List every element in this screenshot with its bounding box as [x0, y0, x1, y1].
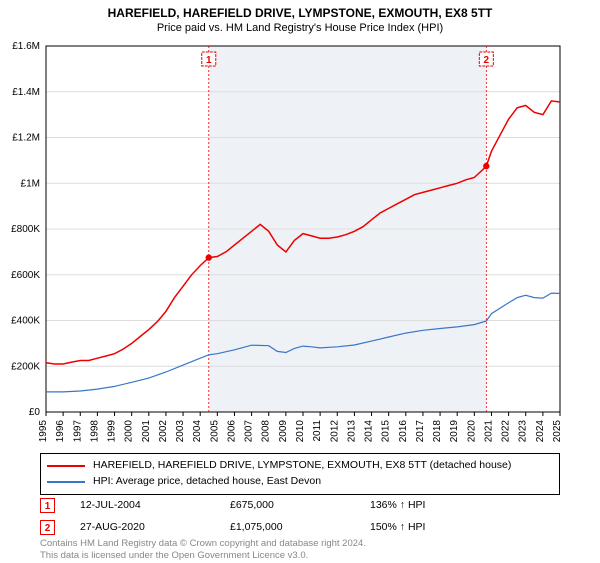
- svg-text:2019: 2019: [449, 420, 460, 443]
- legend-label: HAREFIELD, HAREFIELD DRIVE, LYMPSTONE, E…: [93, 458, 511, 474]
- legend-row: HAREFIELD, HAREFIELD DRIVE, LYMPSTONE, E…: [47, 458, 553, 474]
- svg-text:2004: 2004: [192, 420, 203, 443]
- svg-text:£600K: £600K: [11, 270, 40, 281]
- svg-text:2012: 2012: [329, 420, 340, 443]
- svg-text:2015: 2015: [381, 420, 392, 443]
- sale-hpi: 150% ↑ HPI: [370, 521, 510, 533]
- svg-text:2024: 2024: [535, 420, 546, 443]
- legend: HAREFIELD, HAREFIELD DRIVE, LYMPSTONE, E…: [40, 453, 560, 495]
- sale-marker-badge: 2: [40, 520, 55, 535]
- svg-text:£1.6M: £1.6M: [12, 41, 40, 52]
- svg-text:2006: 2006: [226, 420, 237, 443]
- svg-text:2016: 2016: [398, 420, 409, 443]
- footnote: Contains HM Land Registry data © Crown c…: [40, 538, 560, 563]
- footnote-line1: Contains HM Land Registry data © Crown c…: [40, 538, 560, 550]
- legend-swatch: [47, 465, 85, 467]
- sales-table: 1 12-JUL-2004£675,000136% ↑ HPI 2 27-AUG-20…: [40, 494, 560, 538]
- svg-text:2013: 2013: [346, 420, 357, 443]
- svg-text:1: 1: [206, 55, 212, 66]
- svg-text:2009: 2009: [278, 420, 289, 443]
- svg-text:2018: 2018: [432, 420, 443, 443]
- legend-swatch: [47, 481, 85, 483]
- svg-text:2017: 2017: [415, 420, 426, 443]
- sale-date: 27-AUG-2020: [80, 521, 230, 533]
- svg-text:2000: 2000: [124, 420, 135, 443]
- svg-text:2014: 2014: [364, 420, 375, 443]
- legend-label: HPI: Average price, detached house, East…: [93, 474, 321, 490]
- svg-text:2: 2: [484, 55, 490, 66]
- svg-text:£1.4M: £1.4M: [12, 87, 40, 98]
- svg-text:£1M: £1M: [21, 178, 40, 189]
- svg-text:£200K: £200K: [11, 361, 40, 372]
- svg-text:2001: 2001: [141, 420, 152, 443]
- sale-price: £1,075,000: [230, 521, 370, 533]
- svg-text:£800K: £800K: [11, 224, 40, 235]
- sales-row: 2 27-AUG-2020£1,075,000150% ↑ HPI: [40, 516, 560, 538]
- svg-text:2021: 2021: [483, 420, 494, 443]
- svg-text:£0: £0: [29, 407, 41, 418]
- sale-hpi: 136% ↑ HPI: [370, 499, 510, 511]
- svg-text:2023: 2023: [518, 420, 529, 443]
- svg-text:£1.2M: £1.2M: [12, 133, 40, 144]
- svg-text:2008: 2008: [261, 420, 272, 443]
- svg-text:2010: 2010: [295, 420, 306, 443]
- svg-text:1997: 1997: [72, 420, 83, 443]
- svg-text:2005: 2005: [209, 420, 220, 443]
- svg-text:1995: 1995: [38, 420, 49, 443]
- footnote-line2: This data is licensed under the Open Gov…: [40, 550, 560, 562]
- svg-text:1999: 1999: [107, 420, 118, 443]
- sales-row: 1 12-JUL-2004£675,000136% ↑ HPI: [40, 494, 560, 516]
- sale-date: 12-JUL-2004: [80, 499, 230, 511]
- sale-marker-badge: 1: [40, 498, 55, 513]
- svg-text:2022: 2022: [501, 420, 512, 443]
- sale-price: £675,000: [230, 499, 370, 511]
- svg-text:2011: 2011: [312, 420, 323, 442]
- legend-row: HPI: Average price, detached house, East…: [47, 474, 553, 490]
- svg-text:1996: 1996: [55, 420, 66, 443]
- svg-text:£400K: £400K: [11, 316, 40, 327]
- svg-text:2020: 2020: [466, 420, 477, 443]
- svg-text:1998: 1998: [89, 420, 100, 443]
- svg-text:2002: 2002: [158, 420, 169, 443]
- svg-text:2007: 2007: [244, 420, 255, 443]
- svg-text:2025: 2025: [552, 420, 563, 443]
- svg-text:2003: 2003: [175, 420, 186, 443]
